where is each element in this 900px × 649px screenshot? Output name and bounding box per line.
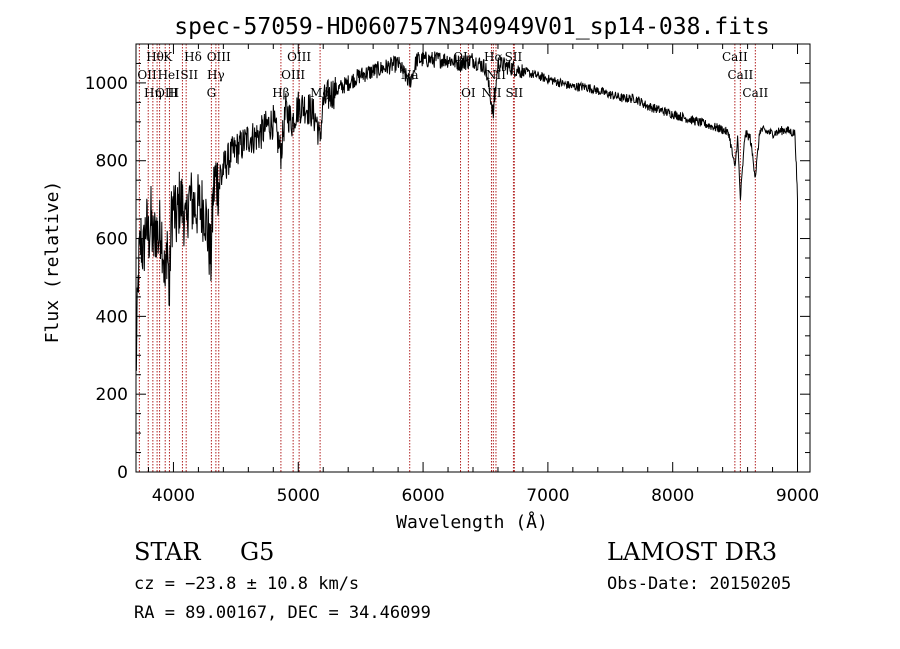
line-label: SII	[505, 86, 523, 100]
line-label: Na	[401, 68, 419, 82]
line-label: Hδ	[184, 50, 202, 64]
spectrum-chart: spec-57059-HD060757N340949V01_sp14-038.f…	[42, 14, 819, 533]
y-tick-label: 600	[96, 230, 128, 250]
line-label: CaII	[742, 86, 768, 100]
line-label: OIII	[207, 50, 231, 64]
line-label: Hγ	[207, 68, 225, 82]
y-tick-label: 0	[117, 463, 128, 483]
plot-frame	[135, 43, 811, 473]
line-label: G	[207, 86, 217, 100]
x-tick-label: 5000	[277, 486, 320, 506]
line-label: HeI	[158, 68, 181, 82]
line-label: SII	[505, 50, 523, 64]
line-label: Hα	[484, 50, 503, 64]
coordinates: RA = 89.00167, DEC = 34.46099	[134, 603, 431, 623]
line-label: OI	[453, 50, 468, 64]
line-label: Hθ	[146, 50, 164, 64]
line-label: H	[167, 86, 177, 100]
y-axis-label: Flux (relative)	[42, 181, 63, 344]
x-tick-label: 7000	[526, 486, 569, 506]
line-label: OIII	[287, 50, 311, 64]
survey-name: LAMOST DR3	[607, 538, 778, 566]
line-label: OII	[137, 68, 157, 82]
subclass: G5	[240, 538, 275, 566]
x-tick-label: 8000	[651, 486, 694, 506]
spectrum-line	[135, 51, 798, 472]
line-label: OI	[461, 86, 476, 100]
line-label: CaII	[727, 68, 753, 82]
line-label: OIII	[155, 86, 179, 100]
line-label: CaII	[722, 50, 748, 64]
x-tick-label: 4000	[152, 486, 195, 506]
object-class: STAR	[134, 538, 201, 566]
x-axis-label: Wavelength (Å)	[396, 511, 548, 533]
observation-date: Obs-Date: 20150205	[607, 574, 792, 594]
x-tick-label: 6000	[401, 486, 444, 506]
line-label: Hη	[144, 86, 162, 100]
chart-title: spec-57059-HD060757N340949V01_sp14-038.f…	[174, 14, 769, 40]
line-label: NII	[481, 86, 501, 100]
line-label: Hβ	[272, 86, 289, 100]
line-label: SII	[180, 68, 198, 82]
y-tick-label: 200	[96, 385, 128, 405]
line-label: NII	[486, 68, 506, 82]
line-label: Mg	[310, 86, 330, 100]
y-tick-label: 800	[96, 152, 128, 172]
y-tick-label: 1000	[85, 74, 128, 94]
x-tick-label: 9000	[776, 486, 819, 506]
line-label: K	[163, 50, 173, 64]
line-label: OIII	[281, 68, 305, 82]
redshift-value: cz = −23.8 ± 10.8 km/s	[134, 574, 360, 594]
y-tick-label: 400	[96, 307, 128, 327]
